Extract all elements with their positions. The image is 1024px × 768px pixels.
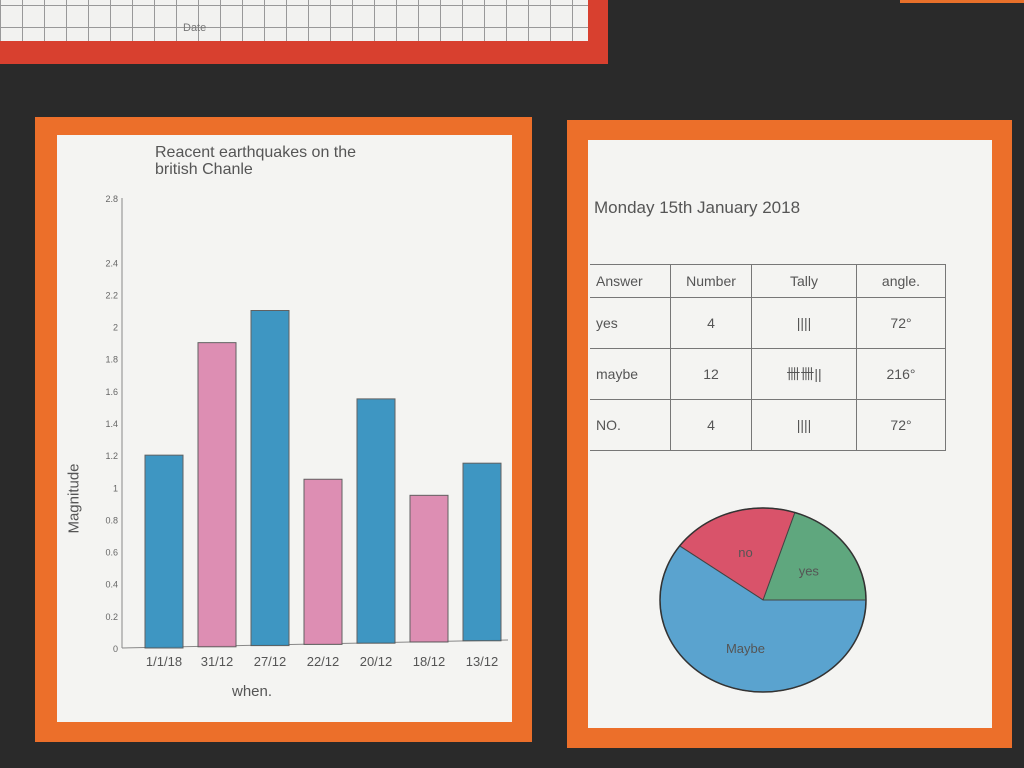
y-tick-label: 1 (113, 483, 118, 493)
top-sheet-text: Date (183, 22, 207, 34)
y-tick-label: 0.4 (105, 580, 118, 590)
y-tick-label: 2.2 (105, 290, 118, 300)
y-tick-label: 1.2 (105, 451, 118, 461)
x-tick-label: 27/12 (254, 654, 287, 669)
pie-label: yes (799, 563, 820, 578)
x-tick-label: 13/12 (466, 654, 499, 669)
y-tick-label: 1.4 (105, 419, 118, 429)
table-row: NO. 4 |||| 72° (590, 399, 946, 451)
cell-answer: yes (590, 297, 671, 349)
top-grid-paper (0, 0, 588, 41)
y-tick-label: 1.6 (105, 387, 118, 397)
y-tick-label: 0.6 (105, 548, 118, 558)
x-tick-label: 20/12 (360, 654, 393, 669)
cell-number: 12 (670, 348, 752, 400)
header-number: Number (670, 264, 752, 298)
cell-answer: NO. (590, 399, 671, 451)
bar-27-12 (250, 310, 290, 647)
cell-tally: |||| (751, 399, 857, 451)
bar-18-12 (409, 494, 449, 643)
x-tick-label: 1/1/18 (146, 654, 182, 669)
x-tick-label: 22/12 (307, 654, 340, 669)
table-row: maybe 12 卌卌|| 216° (590, 348, 946, 400)
bar-13-12 (462, 462, 502, 642)
header-tally: Tally (751, 264, 857, 298)
pie-label: Maybe (726, 641, 765, 656)
y-tick-label: 2.4 (105, 258, 118, 268)
y-tick-label: 2 (113, 323, 118, 333)
bar-chart-title: Reacent earthquakes on the british Chanl… (155, 144, 357, 178)
y-tick-label: 0.8 (105, 515, 118, 525)
bar-chart-xlabel: when. (232, 683, 273, 700)
bar-20-12 (356, 398, 396, 644)
cell-answer: maybe (590, 348, 671, 400)
top-right-poster-edge (900, 0, 1024, 3)
cell-tally: 卌卌|| (751, 348, 857, 400)
pie-outline (659, 507, 867, 693)
pie-label: no (738, 545, 752, 560)
x-tick-label: 18/12 (413, 654, 446, 669)
survey-table: Answer Number Tally angle. yes 4 |||| 72… (590, 264, 946, 451)
y-tick-label: 1.8 (105, 355, 118, 365)
y-tick-label: 0 (113, 644, 118, 654)
bar-31-12 (197, 342, 237, 648)
y-tick-label: 2.8 (105, 194, 118, 204)
cell-angle: 72° (856, 297, 946, 349)
cell-angle: 216° (856, 348, 946, 400)
bar-1-1-18 (144, 454, 184, 649)
x-tick-label: 31/12 (201, 654, 234, 669)
cell-number: 4 (670, 399, 752, 451)
y-tick-label: 0.2 (105, 612, 118, 622)
cell-angle: 72° (856, 399, 946, 451)
bar-22-12 (303, 478, 343, 645)
survey-date: Monday 15th January 2018 (594, 198, 801, 217)
table-row: yes 4 |||| 72° (590, 297, 946, 349)
